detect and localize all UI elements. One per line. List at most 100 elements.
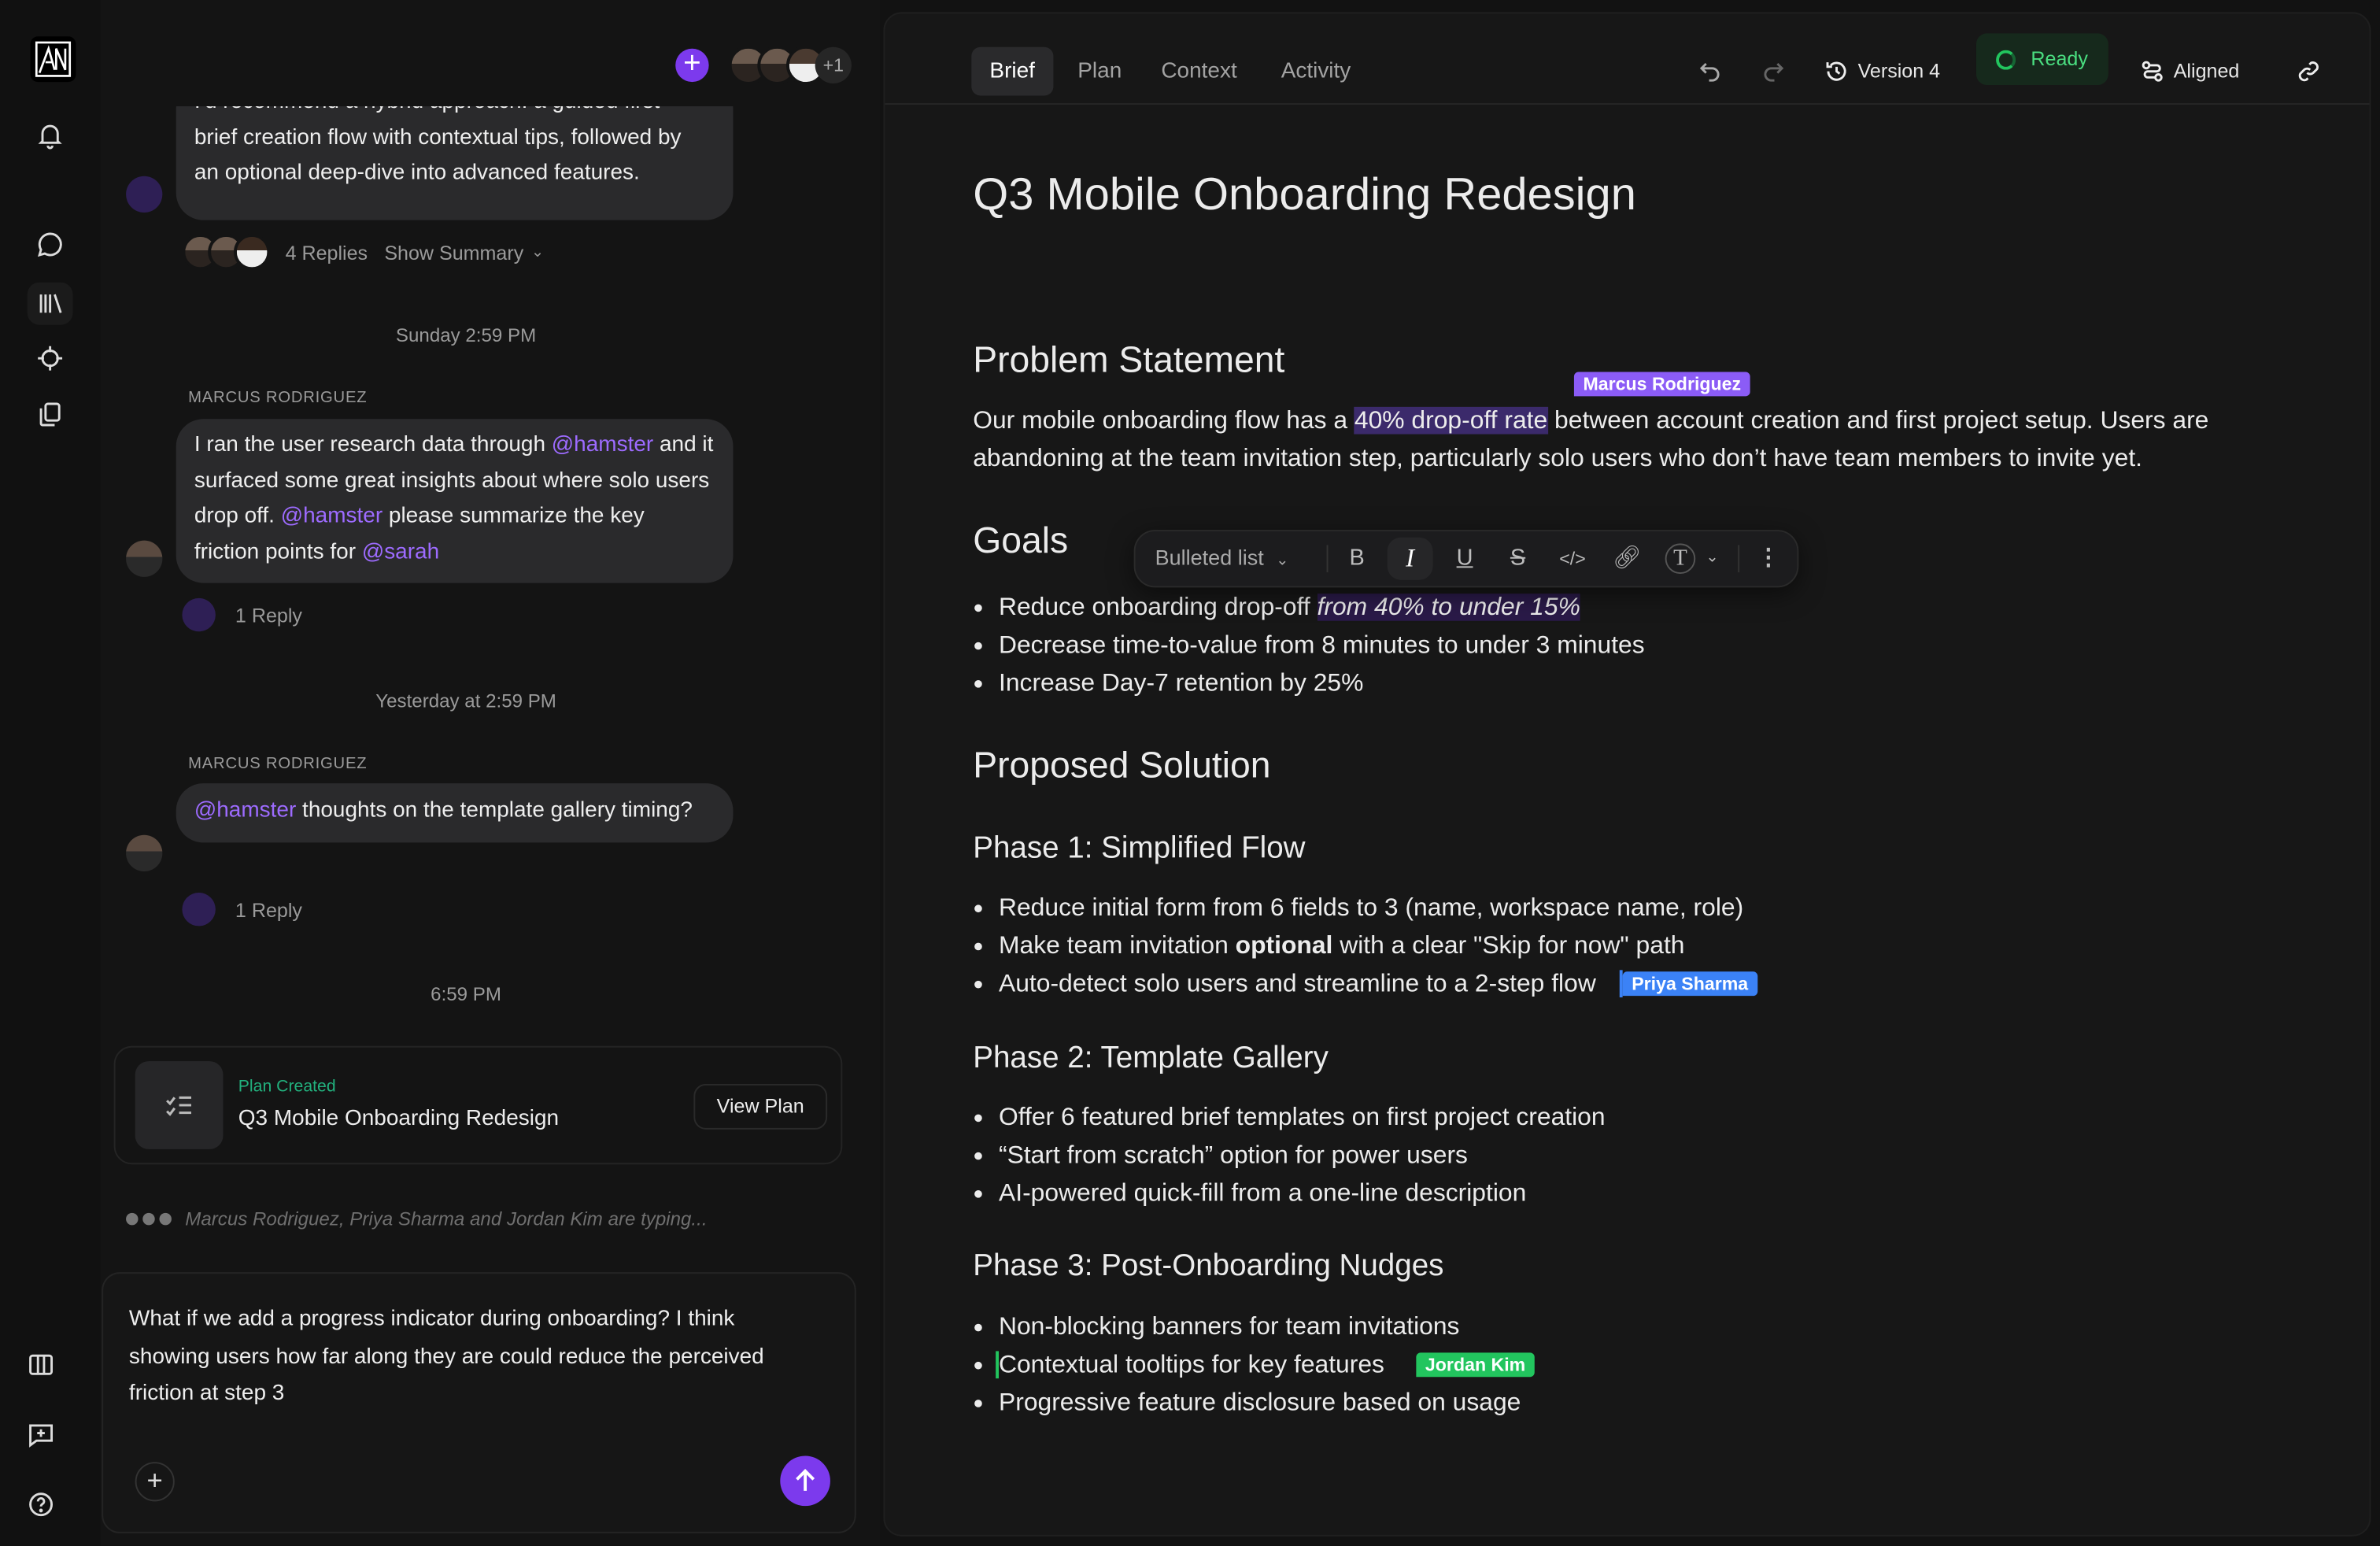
strikethrough-icon[interactable]: S [1510, 545, 1526, 571]
replies-count[interactable]: 4 Replies [285, 240, 368, 264]
tab-activity[interactable]: Activity [1281, 59, 1351, 84]
message-bubble: I'd recommend a hybrid approach: a guide… [176, 105, 734, 220]
code-icon[interactable]: </> [1559, 548, 1586, 570]
cursor-label-jordan: Jordan Kim [1416, 1352, 1535, 1378]
message-line: brief creation flow with contextual tips… [194, 125, 682, 150]
composer[interactable]: What if we add a progress indicator duri… [102, 1272, 856, 1533]
text: between account creation and first proje… [973, 406, 2209, 472]
text: thoughts on the template gallery timing? [296, 798, 693, 823]
subsection-heading[interactable]: Phase 3: Post-Onboarding Nudges [973, 1249, 1444, 1283]
cursor-label-priya: Priya Sharma [1622, 971, 1757, 997]
replies-count[interactable]: 1 Reply [235, 897, 302, 921]
presence-avatars[interactable]: +1 [728, 45, 852, 85]
send-button[interactable] [780, 1455, 830, 1507]
copy-icon[interactable] [35, 399, 65, 430]
columns-icon[interactable] [26, 1349, 57, 1380]
alignment-button[interactable]: Aligned [2140, 47, 2239, 96]
message-list[interactable]: I'd recommend a hybrid approach: a guide… [100, 105, 880, 1169]
undo-icon [1699, 62, 1720, 82]
section-heading[interactable]: Proposed Solution [973, 745, 1271, 786]
problem-paragraph[interactable]: Our mobile onboarding flow has a 40% dro… [973, 402, 2248, 478]
replies-row[interactable]: 1 Reply [182, 597, 302, 632]
bell-icon[interactable] [35, 120, 65, 150]
header-divider [885, 103, 2370, 105]
chat-panel: + +1 I'd recommend a hybrid approach: a … [100, 0, 881, 1546]
subsection-heading[interactable]: Phase 1: Simplified Flow [973, 831, 1306, 866]
tab-plan[interactable]: Plan [1077, 59, 1122, 84]
mention[interactable]: @hamster [551, 432, 654, 457]
list-item[interactable]: Non-blocking banners for team invitation… [999, 1308, 1521, 1346]
typing-dot [142, 1212, 155, 1226]
status-badge[interactable]: Ready [1975, 33, 2108, 85]
version-button[interactable]: Version 4 [1824, 47, 1940, 96]
copy-link-button[interactable] [2297, 47, 2321, 96]
link-icon [2298, 61, 2319, 82]
chevron-down-icon[interactable]: ⌄ [1706, 549, 1719, 567]
list-item[interactable]: “Start from scratch” option for power us… [999, 1137, 1606, 1174]
tab-context[interactable]: Context [1161, 59, 1237, 84]
plan-title: Q3 Mobile Onboarding Redesign [238, 1106, 560, 1131]
block-type-label: Bulleted list [1155, 545, 1264, 570]
help-icon[interactable] [26, 1489, 57, 1520]
text-color-icon[interactable]: T [1665, 543, 1696, 574]
chat-icon[interactable] [35, 229, 65, 260]
redo-icon [1764, 62, 1784, 82]
chevron-down-icon: ⌄ [530, 243, 545, 261]
undo-button[interactable] [1698, 47, 1723, 96]
phase2-list[interactable]: Offer 6 featured brief templates on firs… [973, 1099, 1606, 1213]
text: with a clear "Skip for now" path [1332, 932, 1685, 960]
target-icon[interactable] [35, 343, 65, 374]
replies-row[interactable]: 4 Replies Show Summary ⌄ [182, 233, 545, 271]
list-item[interactable]: Reduce initial form from 6 fields to 3 (… [999, 890, 1743, 927]
attach-button[interactable]: + [135, 1462, 175, 1502]
sender-name: MARCUS RODRIGUEZ [188, 754, 368, 773]
list-item[interactable]: Offer 6 featured brief templates on firs… [999, 1099, 1606, 1137]
replies-row[interactable]: 1 Reply [182, 892, 302, 926]
phase1-list[interactable]: Reduce initial form from 6 fields to 3 (… [973, 890, 1743, 1004]
list-item[interactable]: Increase Day-7 retention by 25% [999, 665, 1645, 703]
mention[interactable]: @hamster [280, 504, 383, 529]
link-icon[interactable]: 🔗︎ [1613, 545, 1642, 571]
version-label: Version 4 [1857, 59, 1941, 83]
mention[interactable]: @hamster [194, 798, 297, 823]
replies-count[interactable]: 1 Reply [235, 603, 302, 627]
list-item[interactable]: Contextual tooltips for key features [999, 1347, 1521, 1385]
message-input[interactable]: What if we add a progress indicator duri… [128, 1307, 764, 1406]
view-plan-button[interactable]: View Plan [693, 1083, 828, 1130]
section-heading[interactable]: Goals [973, 520, 1069, 562]
text: I ran the user research data through [194, 432, 552, 457]
invite-button[interactable]: + [675, 48, 709, 83]
document-title[interactable]: Q3 Mobile Onboarding Redesign [973, 169, 1636, 220]
mention[interactable]: @sarah [361, 539, 440, 564]
more-options-icon[interactable]: ⋮ [1757, 545, 1780, 571]
tab-brief[interactable]: Brief [971, 46, 1054, 96]
ai-avatar [182, 892, 216, 926]
selected-text[interactable]: from 40% to under 15% [1317, 594, 1580, 621]
library-icon[interactable] [27, 282, 73, 325]
bold-icon[interactable]: B [1349, 545, 1365, 571]
text: Our mobile onboarding flow has a [973, 406, 1354, 435]
history-icon [1826, 61, 1846, 81]
subsection-heading[interactable]: Phase 2: Template Gallery [973, 1041, 1329, 1075]
highlighted-text[interactable]: 40% drop-off rate [1354, 406, 1548, 435]
list-item[interactable]: AI-powered quick-fill from a one-line de… [999, 1175, 1606, 1213]
list-item[interactable]: Decrease time-to-value from 8 minutes to… [999, 627, 1645, 664]
underline-icon[interactable]: U [1456, 545, 1473, 571]
list-item[interactable]: Make team invitation optional with a cle… [999, 927, 1743, 965]
logo[interactable] [30, 36, 76, 83]
status-label: Ready [2031, 46, 2088, 70]
list-item[interactable]: Progressive feature disclosure based on … [999, 1385, 1521, 1422]
phase3-list[interactable]: Non-blocking banners for team invitation… [973, 1308, 1521, 1422]
show-summary-button[interactable]: Show Summary [384, 240, 524, 264]
list-item[interactable]: Auto-detect solo users and streamline to… [999, 966, 1743, 1004]
feedback-icon[interactable] [26, 1419, 57, 1450]
timestamp: 6:59 PM [431, 983, 501, 1005]
timestamp: Yesterday at 2:59 PM [375, 690, 556, 712]
block-type-dropdown[interactable]: Bulleted list ⌄ [1155, 545, 1289, 569]
redo-button[interactable] [1761, 47, 1785, 96]
goals-list[interactable]: Reduce onboarding drop-off from 40% to u… [973, 589, 1645, 703]
plan-status: Plan Created [238, 1078, 336, 1097]
italic-icon[interactable]: I [1387, 537, 1433, 580]
section-heading[interactable]: Problem Statement [973, 339, 1285, 382]
list-item[interactable]: Reduce onboarding drop-off from 40% to u… [999, 589, 1645, 627]
